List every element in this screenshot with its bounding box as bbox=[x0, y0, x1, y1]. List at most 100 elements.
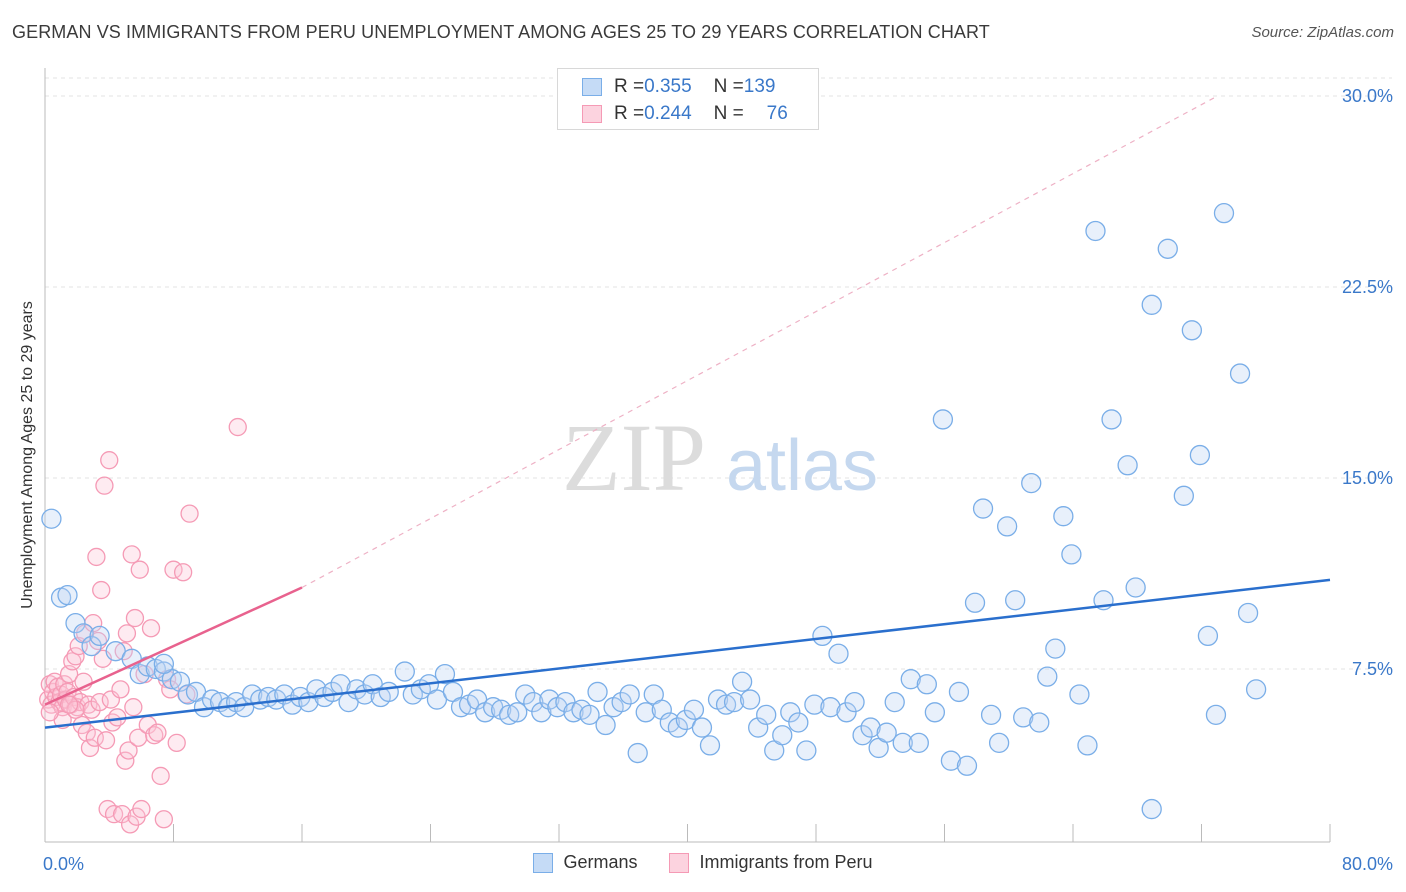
data-point-germans bbox=[322, 681, 343, 703]
data-point-peru bbox=[122, 545, 141, 564]
data-point-germans bbox=[81, 635, 102, 657]
data-point-germans bbox=[434, 663, 456, 685]
data-point-germans bbox=[860, 717, 881, 738]
data-point-germans bbox=[73, 623, 94, 644]
data-point-germans bbox=[756, 704, 777, 725]
series-legend: Germans Immigrants from Peru bbox=[0, 852, 1406, 873]
data-point-germans bbox=[1061, 544, 1082, 565]
data-point-germans bbox=[1141, 294, 1162, 315]
data-point-germans bbox=[723, 691, 745, 713]
data-point-germans bbox=[129, 663, 150, 685]
legend-n-value: 76 bbox=[766, 103, 788, 124]
y-tick-label: 7.5% bbox=[1352, 659, 1393, 679]
legend-label-germans: Germans bbox=[563, 852, 638, 872]
data-point-peru bbox=[151, 766, 170, 786]
data-point-peru bbox=[85, 728, 104, 747]
legend-n-label: N = bbox=[713, 103, 744, 124]
trend-line-germans bbox=[44, 578, 1331, 729]
data-point-germans bbox=[739, 689, 761, 710]
data-point-germans bbox=[1141, 798, 1162, 820]
data-point-germans bbox=[41, 508, 62, 529]
data-point-germans bbox=[523, 691, 544, 713]
legend-row-peru: R = 0.244 N = 76 bbox=[582, 102, 788, 126]
data-point-peru bbox=[63, 652, 82, 671]
data-point-germans bbox=[804, 694, 825, 715]
data-point-germans bbox=[595, 714, 616, 736]
data-point-germans bbox=[1085, 220, 1106, 242]
data-point-germans bbox=[715, 694, 737, 715]
data-point-germans bbox=[980, 704, 1002, 725]
data-point-peru bbox=[148, 723, 167, 742]
series-peru-points bbox=[39, 417, 247, 834]
data-point-germans bbox=[539, 689, 560, 710]
data-point-germans bbox=[1069, 684, 1090, 705]
legend-swatch-germans bbox=[533, 852, 554, 873]
data-point-germans bbox=[836, 702, 857, 723]
data-point-germans bbox=[587, 681, 608, 703]
data-point-germans bbox=[177, 684, 199, 705]
series-germans-points bbox=[41, 202, 1267, 820]
data-point-germans bbox=[1077, 735, 1098, 756]
data-point-germans bbox=[988, 732, 1010, 754]
data-point-germans bbox=[956, 755, 978, 776]
data-point-germans bbox=[1189, 444, 1211, 466]
data-point-germans bbox=[932, 409, 954, 430]
data-point-peru bbox=[90, 692, 109, 712]
data-point-germans bbox=[57, 584, 78, 606]
legend-r-value: 0.355 bbox=[644, 76, 692, 97]
trend-lines bbox=[44, 95, 1331, 729]
data-point-germans bbox=[940, 750, 962, 771]
data-point-peru bbox=[96, 731, 116, 750]
data-point-germans bbox=[948, 681, 970, 703]
data-point-germans bbox=[1029, 712, 1050, 733]
data-point-peru bbox=[125, 608, 145, 628]
data-point-peru bbox=[180, 504, 199, 523]
data-point-peru bbox=[167, 733, 186, 753]
trend-line-peru bbox=[44, 586, 303, 706]
legend-item-germans[interactable]: Germans bbox=[533, 852, 637, 873]
data-point-germans bbox=[619, 684, 640, 705]
data-point-germans bbox=[1125, 577, 1146, 598]
data-point-germans bbox=[916, 674, 937, 695]
data-point-germans bbox=[828, 643, 849, 664]
data-point-germans bbox=[667, 717, 689, 738]
data-point-germans bbox=[748, 717, 769, 738]
data-point-peru bbox=[59, 695, 79, 714]
data-point-germans bbox=[515, 684, 536, 705]
source-label: Source: ZipAtlas.com bbox=[1251, 24, 1394, 41]
data-point-peru bbox=[124, 698, 143, 717]
data-point-germans bbox=[972, 498, 994, 519]
data-point-germans bbox=[89, 625, 110, 647]
data-point-germans bbox=[378, 681, 399, 703]
legend-n-value: 139 bbox=[743, 76, 776, 97]
data-point-germans bbox=[1205, 704, 1227, 725]
data-point-germans bbox=[1045, 638, 1066, 659]
data-point-germans bbox=[812, 625, 833, 647]
data-point-germans bbox=[788, 712, 809, 733]
legend-item-peru[interactable]: Immigrants from Peru bbox=[669, 852, 873, 873]
legend-n-label: N = bbox=[713, 76, 744, 97]
data-point-germans bbox=[531, 702, 552, 723]
data-point-germans bbox=[892, 732, 913, 754]
data-point-germans bbox=[306, 679, 327, 700]
x-tick-label: 0.0% bbox=[43, 854, 84, 874]
chart-title: GERMAN VS IMMIGRANTS FROM PERU UNEMPLOYM… bbox=[12, 22, 990, 42]
data-point-peru bbox=[66, 647, 85, 666]
legend-row-germans: R = 0.355 N = 139 bbox=[582, 75, 775, 99]
data-point-germans bbox=[796, 740, 817, 761]
data-point-peru bbox=[132, 799, 151, 819]
trend-extension-peru bbox=[301, 95, 1218, 589]
data-point-germans bbox=[884, 691, 905, 713]
data-point-germans bbox=[394, 661, 415, 682]
data-point-germans bbox=[507, 702, 528, 723]
data-point-germans bbox=[683, 699, 705, 720]
correlation-legend: R = 0.355 N = 139 R = 0.244 N = 76 bbox=[557, 68, 819, 130]
data-point-germans bbox=[627, 742, 648, 764]
axes bbox=[44, 68, 1331, 843]
data-point-germans bbox=[169, 671, 191, 692]
y-tick-label: 22.5% bbox=[1342, 277, 1393, 297]
data-point-germans bbox=[1005, 590, 1026, 611]
data-point-germans bbox=[1117, 455, 1138, 476]
legend-r-label: R = bbox=[614, 103, 645, 124]
data-point-germans bbox=[499, 704, 520, 725]
